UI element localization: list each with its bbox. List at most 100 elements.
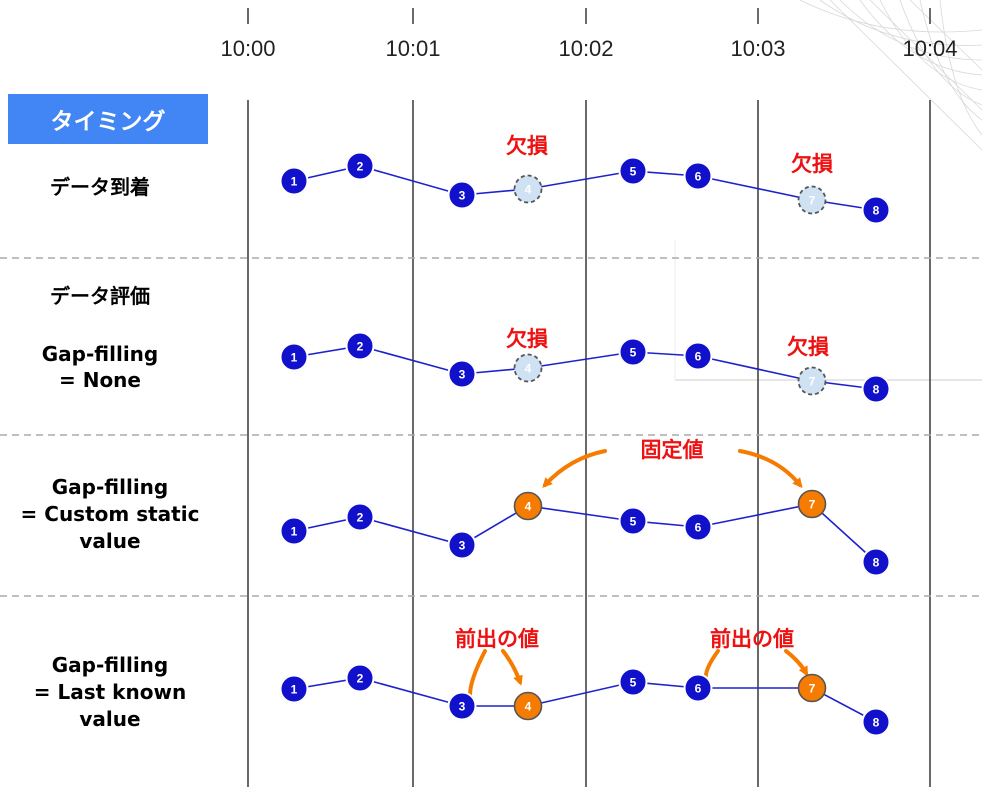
point-number: 2 xyxy=(357,511,364,525)
point-number: 7 xyxy=(809,498,816,512)
point-number: 7 xyxy=(809,375,816,389)
row-label-line: = None xyxy=(58,368,141,392)
missing-annotation-row1-4: 欠損 xyxy=(506,134,548,158)
data-point-row4-1: 1 xyxy=(279,674,309,704)
data-point-row4-3: 3 xyxy=(447,691,477,721)
point-number: 1 xyxy=(291,351,298,365)
point-number: 7 xyxy=(809,194,816,208)
point-number: 5 xyxy=(630,165,637,179)
series-line-row-1 xyxy=(293,165,877,211)
timing-badge: タイミング xyxy=(8,94,208,144)
point-number: 2 xyxy=(357,672,364,686)
point-number: 4 xyxy=(525,183,532,197)
point-number: 2 xyxy=(357,160,364,174)
data-point-row3-2: 2 xyxy=(345,502,375,532)
arrow-prev-from-3 xyxy=(468,649,487,697)
point-number: 6 xyxy=(695,521,702,535)
point-number: 1 xyxy=(291,525,298,539)
row-label-line: Gap-filling xyxy=(51,475,169,499)
data-point-row2-3: 3 xyxy=(447,359,477,389)
arrow-prev-to-7 xyxy=(784,649,808,677)
data-point-row2-5: 5 xyxy=(618,337,648,367)
data-point-row1-8: 8 xyxy=(861,195,891,225)
point-number: 3 xyxy=(459,368,466,382)
missing-point-row2-7: 7 xyxy=(797,366,827,396)
data-point-row3-6: 6 xyxy=(683,512,713,542)
point-number: 1 xyxy=(291,175,298,189)
series-line-row-3 xyxy=(293,503,877,563)
row-label-line: データ到着 xyxy=(50,175,150,199)
filled-point-row3-7: 7 xyxy=(797,489,827,519)
data-point-row1-5: 5 xyxy=(618,156,648,186)
data-point-row1-3: 3 xyxy=(447,180,477,210)
series-line-row-2 xyxy=(293,345,877,390)
point-number: 5 xyxy=(630,346,637,360)
row-label-line: = Last known xyxy=(33,680,187,704)
row-label-line: value xyxy=(79,707,141,731)
data-point-row4-6: 6 xyxy=(683,673,713,703)
point-number: 6 xyxy=(695,682,702,696)
data-point-row3-3: 3 xyxy=(447,530,477,560)
data-point-row1-6: 6 xyxy=(683,161,713,191)
point-number: 3 xyxy=(459,539,466,553)
data-point-row3-5: 5 xyxy=(618,506,648,536)
point-number: 3 xyxy=(459,700,466,714)
missing-annotation-row1-7: 欠損 xyxy=(791,152,833,176)
decorative-mesh xyxy=(799,0,982,151)
data-point-row3-1: 1 xyxy=(279,516,309,546)
time-label-3: 10:02 xyxy=(558,36,614,61)
data-point-row4-2: 2 xyxy=(345,663,375,693)
previous-value-annotation-2: 前出の値 xyxy=(710,627,794,651)
point-number: 2 xyxy=(357,340,364,354)
missing-annotation-row2-7: 欠損 xyxy=(787,335,829,359)
point-number: 8 xyxy=(873,383,880,397)
data-point-row3-8: 8 xyxy=(861,547,891,577)
missing-point-row1-7: 7 xyxy=(797,185,827,215)
row-label-line: Gap-filling xyxy=(41,342,159,366)
row-label-line: value xyxy=(79,529,141,553)
filled-point-row4-4: 4 xyxy=(513,691,543,721)
point-number: 5 xyxy=(630,676,637,690)
static-value-annotation: 固定値 xyxy=(640,438,704,462)
previous-value-annotation-1: 前出の値 xyxy=(455,627,539,651)
arrow-prev-from-6 xyxy=(703,649,720,682)
missing-annotation-row2-4: 欠損 xyxy=(506,327,548,351)
row-label-line: Gap-filling xyxy=(51,653,169,677)
filled-point-row3-4: 4 xyxy=(513,491,543,521)
point-number: 4 xyxy=(525,500,532,514)
missing-point-row2-4: 4 xyxy=(513,353,543,383)
point-number: 5 xyxy=(630,515,637,529)
point-number: 4 xyxy=(525,362,532,376)
time-label-1: 10:00 xyxy=(220,36,276,61)
point-number: 7 xyxy=(809,682,816,696)
data-point-row4-8: 8 xyxy=(861,707,891,737)
point-number: 3 xyxy=(459,189,466,203)
point-number: 1 xyxy=(291,683,298,697)
point-number: 6 xyxy=(695,170,702,184)
missing-point-row1-4: 4 xyxy=(513,174,543,204)
arrow-static-to-4 xyxy=(542,449,607,488)
time-label-2: 10:01 xyxy=(385,36,441,61)
row-label-line: データ評価 xyxy=(50,284,150,308)
data-point-row2-8: 8 xyxy=(861,374,891,404)
time-label-4: 10:03 xyxy=(730,36,786,61)
series-line-row-4 xyxy=(293,677,877,723)
point-number: 6 xyxy=(695,350,702,364)
point-number: 8 xyxy=(873,204,880,218)
data-point-row4-5: 5 xyxy=(618,667,648,697)
time-label-5: 10:04 xyxy=(902,36,958,61)
row-label-line: = Custom static xyxy=(20,502,200,526)
point-number: 8 xyxy=(873,716,880,730)
point-number: 8 xyxy=(873,556,880,570)
data-point-row2-1: 1 xyxy=(279,342,309,372)
point-number: 4 xyxy=(525,700,532,714)
filled-point-row4-7: 7 xyxy=(797,673,827,703)
data-point-row2-2: 2 xyxy=(345,331,375,361)
data-point-row1-1: 1 xyxy=(279,166,309,196)
arrow-prev-to-4 xyxy=(501,649,523,686)
data-point-row1-2: 2 xyxy=(345,151,375,181)
arrow-static-to-7 xyxy=(738,449,803,489)
data-point-row2-6: 6 xyxy=(683,341,713,371)
